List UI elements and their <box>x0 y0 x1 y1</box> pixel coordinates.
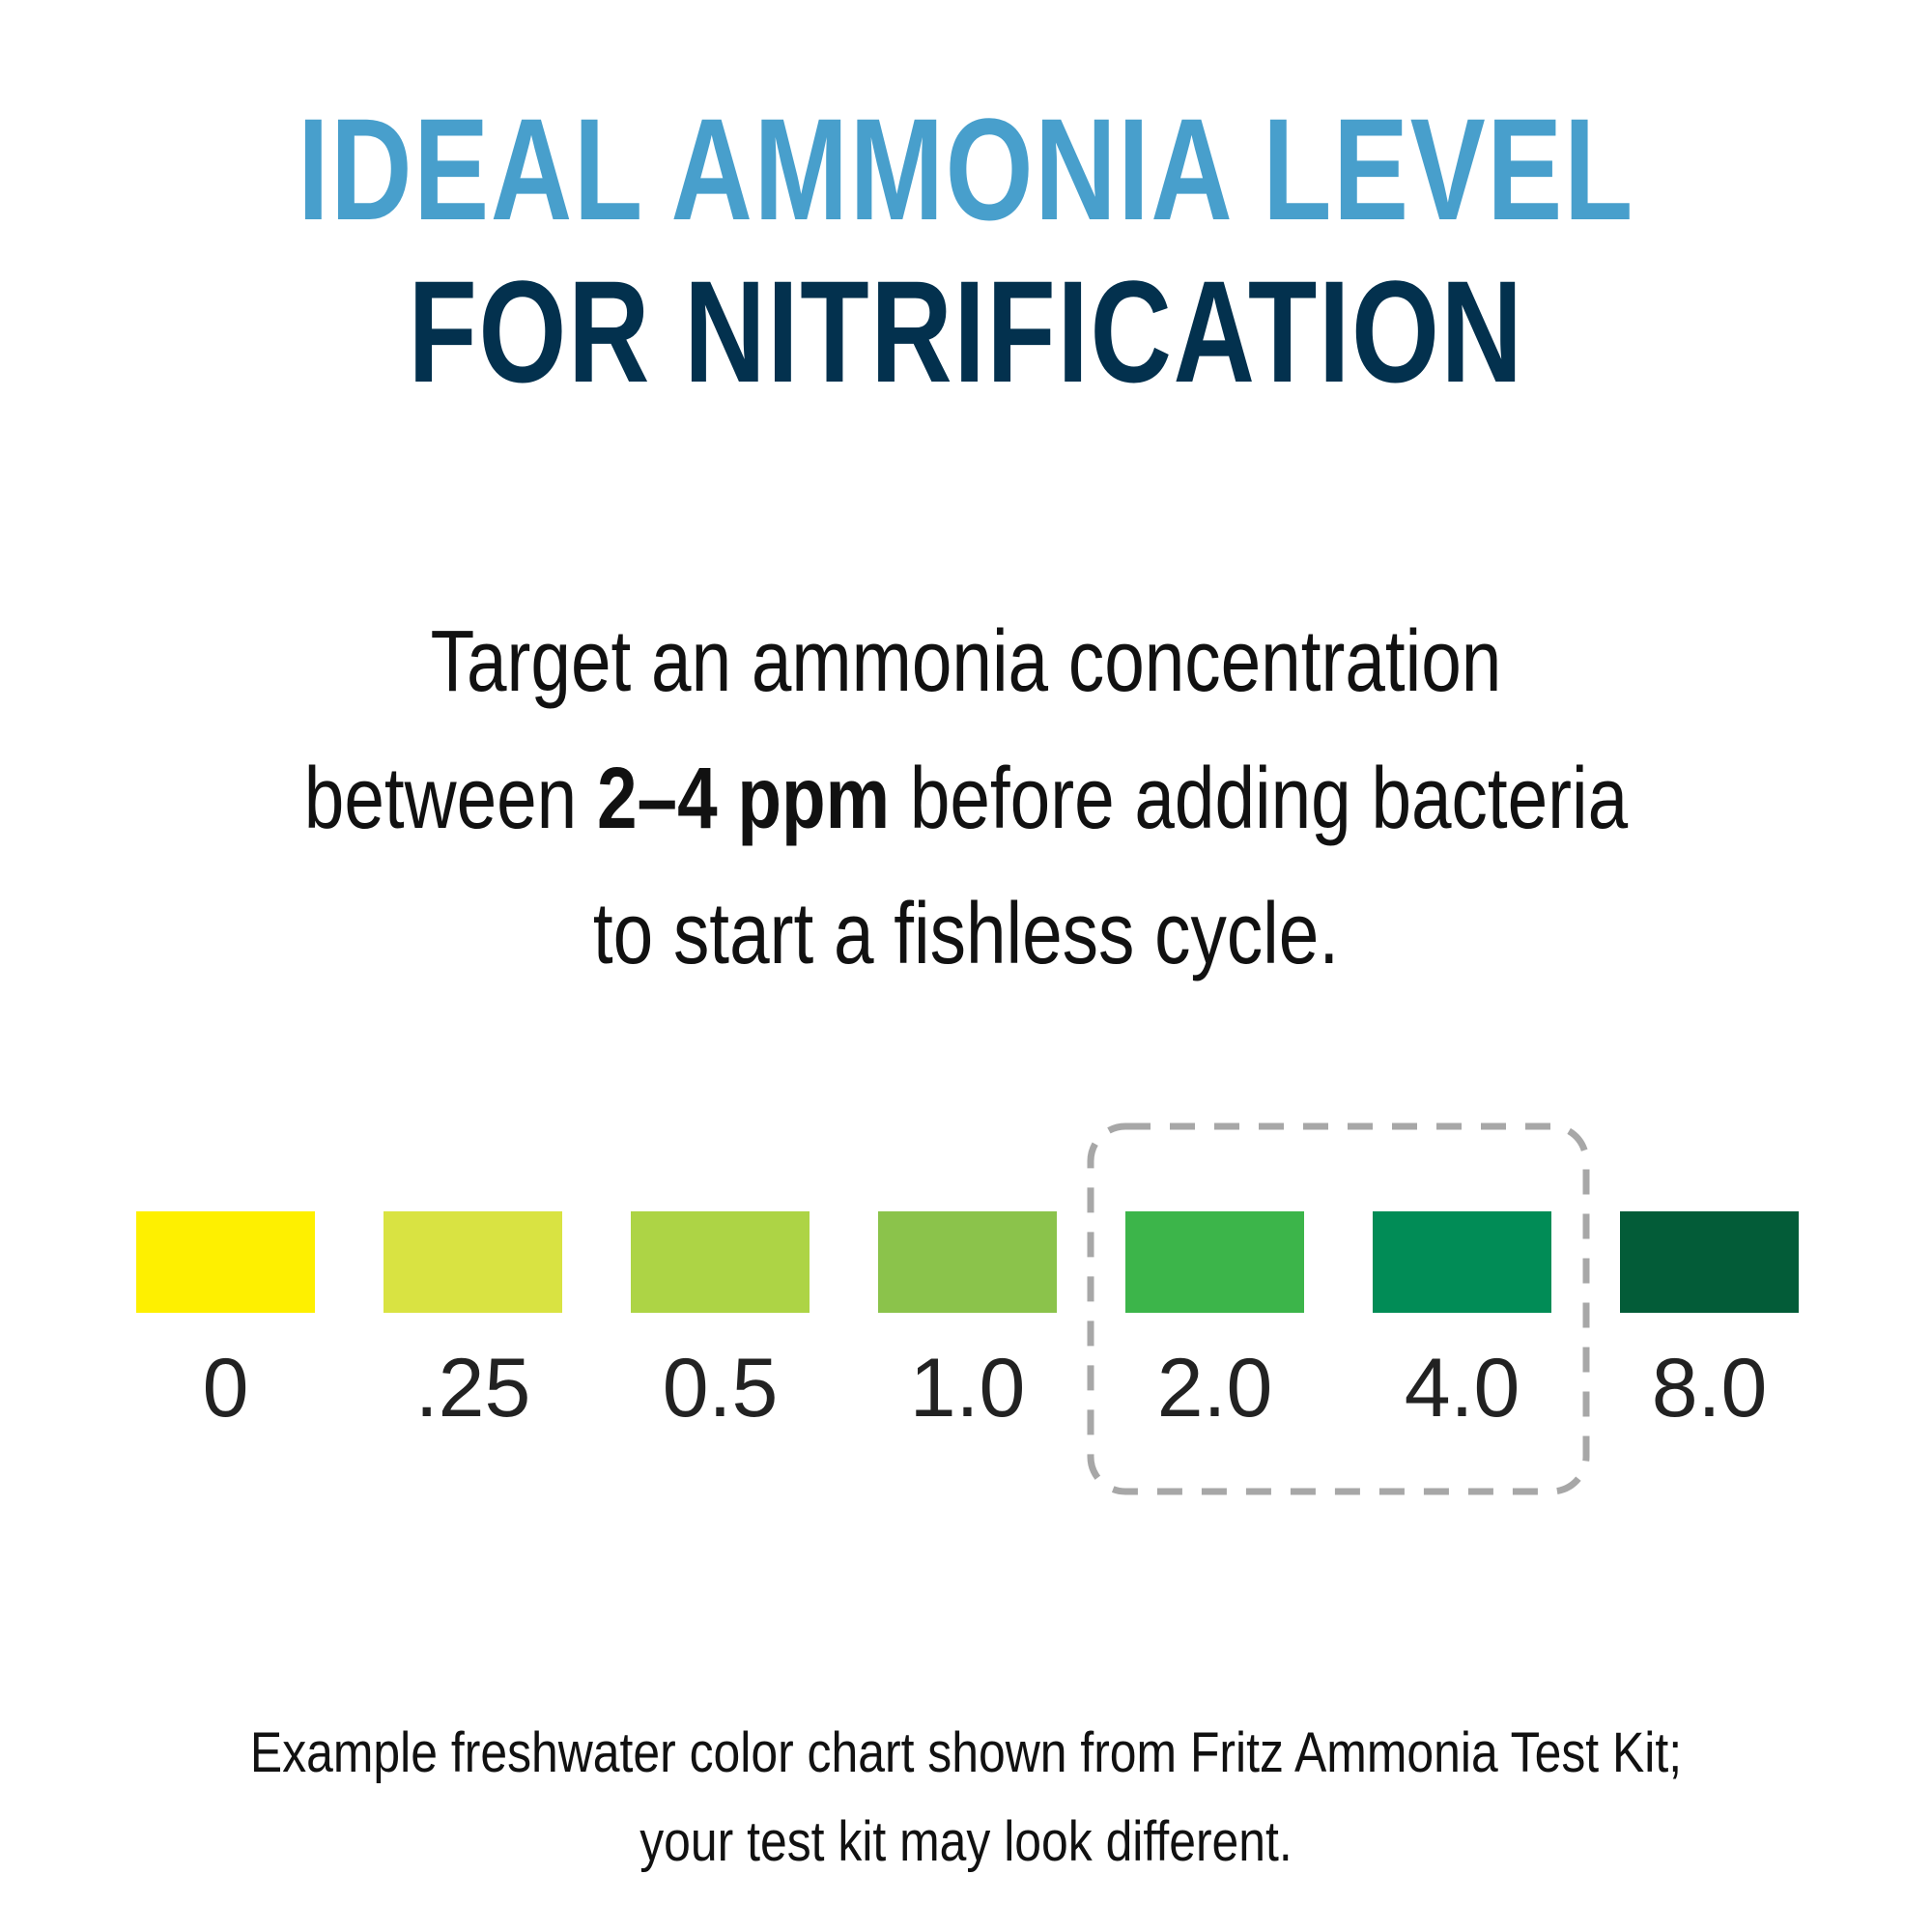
lead-line-3: to start a fishless cycle. <box>592 886 1340 982</box>
footnote-line-1: Example freshwater color chart shown fro… <box>249 1721 1683 1784</box>
title-line-1: IDEAL AMMONIA LEVEL <box>298 88 1634 250</box>
swatch-4 <box>1125 1211 1304 1313</box>
title-line-2: FOR NITRIFICATION <box>408 250 1524 412</box>
swatch-2 <box>631 1211 810 1313</box>
swatch-label-0: 0 <box>202 1342 249 1435</box>
lead-line-2: between 2–4 ppm before adding bacteria <box>164 755 1768 842</box>
ppm-range: 2–4 ppm <box>596 751 891 847</box>
color-swatches <box>136 1122 1799 1495</box>
swatch-3 <box>878 1211 1057 1313</box>
swatch-0 <box>136 1211 315 1313</box>
swatch-5 <box>1373 1211 1551 1313</box>
lead-line-2-before: between <box>303 751 597 847</box>
lead-line-1: Target an ammonia concentration <box>430 613 1502 710</box>
target-range-highlight <box>1087 1122 1590 1495</box>
swatch-label-6: 8.0 <box>1651 1342 1768 1435</box>
swatch-1 <box>384 1211 562 1313</box>
lead-line-2-after: before adding bacteria <box>890 751 1629 847</box>
swatch-label-1: .25 <box>414 1342 531 1435</box>
swatch-label-3: 1.0 <box>909 1342 1026 1435</box>
swatch-label-2: 0.5 <box>662 1342 779 1435</box>
color-chart <box>0 1111 1932 1517</box>
swatch-label-4: 2.0 <box>1156 1342 1273 1435</box>
footnote-line-2: your test kit may look different. <box>639 1810 1293 1873</box>
swatch-label-5: 4.0 <box>1404 1342 1520 1435</box>
swatch-6 <box>1620 1211 1799 1313</box>
